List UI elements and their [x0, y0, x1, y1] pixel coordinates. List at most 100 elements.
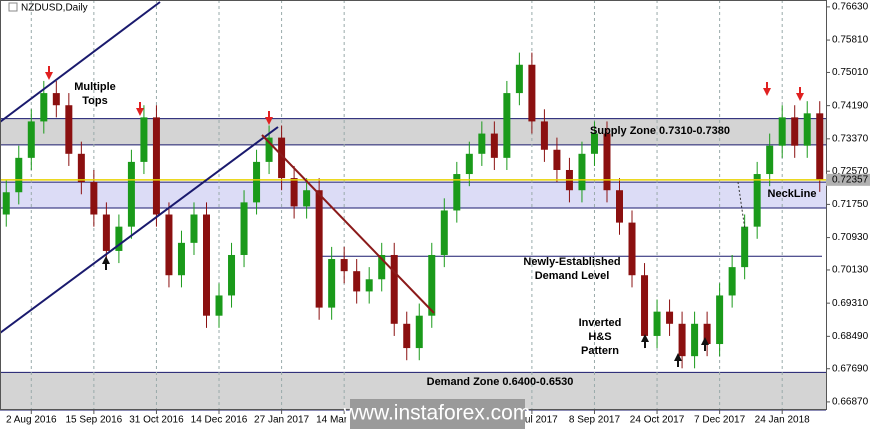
candle-body [415, 315, 423, 349]
annotation: Newly-Established [523, 256, 620, 268]
x-tick-label: 24 Jan 2018 [755, 415, 810, 426]
annotation: Demand Level [535, 270, 610, 282]
candle-body [77, 153, 85, 183]
x-tick-label: 31 Oct 2016 [129, 415, 184, 426]
candle-body [2, 192, 10, 215]
y-tick-label: 0.74190 [832, 100, 869, 111]
last-price-label: 0.72357 [832, 174, 869, 185]
y-tick-label: 0.73370 [832, 133, 869, 144]
y-tick-label: 0.70930 [832, 232, 869, 243]
candle-body [177, 242, 185, 276]
candle-body [165, 214, 173, 276]
candle-body [691, 323, 699, 357]
candle-body [703, 323, 711, 345]
candle-body [65, 105, 73, 154]
candle-body [215, 295, 223, 316]
candle-body [653, 311, 661, 336]
top-arrow [45, 66, 53, 80]
zone [0, 118, 826, 145]
y-tick-label: 0.75810 [832, 35, 869, 46]
candle-body [503, 93, 511, 158]
annotation: Multiple [74, 81, 116, 93]
candle-body [228, 254, 236, 296]
candle-body [641, 275, 649, 336]
candle-body [390, 254, 398, 324]
candle-body [803, 113, 811, 146]
annotation: Tops [82, 95, 107, 107]
zone [0, 182, 826, 209]
title-icon [8, 2, 18, 12]
x-tick-label: 8 Sep 2017 [569, 415, 621, 426]
candle-body [816, 113, 824, 180]
candle-body [378, 254, 386, 280]
candle-body [553, 149, 561, 170]
candle-body [365, 279, 373, 292]
last-price-tag [826, 173, 870, 186]
candle-body [728, 267, 736, 296]
candle-body [40, 93, 48, 122]
candle-body [253, 161, 261, 203]
candle-body [791, 117, 799, 146]
annotation: Inverted [579, 317, 622, 329]
candle-body [578, 153, 586, 191]
annotation: H&S [588, 331, 611, 343]
candle-body [465, 153, 473, 175]
candle-body [290, 178, 298, 207]
candle-body [315, 190, 323, 308]
x-tick-label: 24 Oct 2017 [630, 415, 685, 426]
annotation: Supply Zone 0.7310-0.7380 [590, 125, 730, 137]
candle-body [716, 295, 724, 345]
bottom-arrow [674, 353, 682, 367]
y-tick-label: 0.69310 [832, 298, 869, 309]
top-arrows [45, 66, 804, 125]
candle-body [353, 271, 361, 292]
y-tick-label: 0.66870 [832, 397, 869, 408]
x-tick-label: 25 Jul 2017 [506, 415, 558, 426]
top-arrow [136, 102, 144, 116]
candle-body [27, 121, 35, 158]
candle-body [203, 214, 210, 316]
zones [0, 118, 826, 411]
channel-upper [0, 1, 161, 123]
annotation: Pattern [581, 345, 619, 357]
candle-body [628, 222, 636, 276]
bottom-arrow [102, 256, 110, 270]
bottom-arrow [701, 337, 709, 351]
candle-body [490, 133, 498, 158]
candle-body [278, 137, 286, 179]
candle-body [90, 182, 98, 215]
y-tick-label: 0.76630 [832, 2, 869, 13]
candle-body [753, 174, 761, 227]
top-arrow [796, 87, 804, 101]
top-arrow [265, 111, 273, 125]
candle-body [603, 133, 611, 191]
candle-body [265, 137, 273, 162]
x-tick-label: 14 Dec 2016 [191, 415, 248, 426]
x-tick-label: 7 Dec 2017 [694, 415, 746, 426]
candle-body [766, 145, 774, 175]
x-tick-label: 15 Sep 2016 [66, 415, 123, 426]
channel-lower [0, 126, 279, 334]
candle-body [403, 323, 411, 349]
annotation: Demand Zone 0.6400-0.6530 [427, 376, 574, 388]
candle-body [515, 64, 523, 94]
candle-body [616, 190, 623, 223]
y-tick-label: 0.70130 [832, 265, 869, 276]
x-tick-label: 27 Jan 2017 [254, 415, 309, 426]
y-tick-label: 0.68490 [832, 331, 869, 342]
candle-body [440, 210, 448, 255]
x-tick-label: 2 Aug 2016 [6, 415, 57, 426]
bottom-arrows [102, 256, 709, 367]
candle-body [340, 259, 348, 272]
candle-body [478, 133, 486, 154]
watermark-text: www.instaforex.com [343, 402, 531, 425]
candle-body [102, 214, 110, 251]
top-arrow [763, 82, 771, 96]
candle-body [152, 117, 160, 215]
down-trendline [261, 134, 435, 314]
annotation: NeckLine [768, 188, 817, 200]
bottom-arrow [641, 334, 649, 348]
